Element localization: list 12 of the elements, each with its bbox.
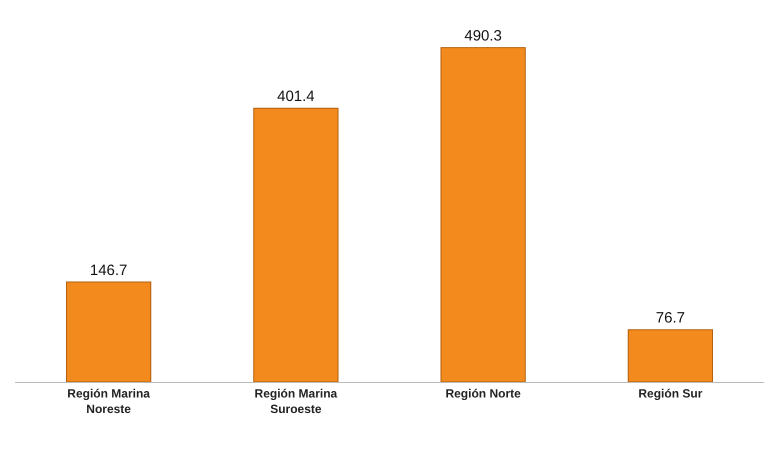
- bar: [440, 47, 526, 382]
- x-tick-label: Región Marina Suroeste: [254, 386, 338, 416]
- data-label: 490.3: [464, 28, 502, 45]
- bar: [628, 329, 714, 382]
- bar: [66, 281, 152, 382]
- x-tick-label: Región Sur: [638, 386, 703, 400]
- x-tick-label: Región Norte: [445, 386, 522, 400]
- data-label: 146.7: [90, 262, 128, 279]
- x-tick-label: Región Marina Noreste: [67, 386, 150, 416]
- data-label: 76.7: [656, 310, 685, 327]
- data-label: 401.4: [277, 88, 315, 106]
- bar: [253, 108, 339, 382]
